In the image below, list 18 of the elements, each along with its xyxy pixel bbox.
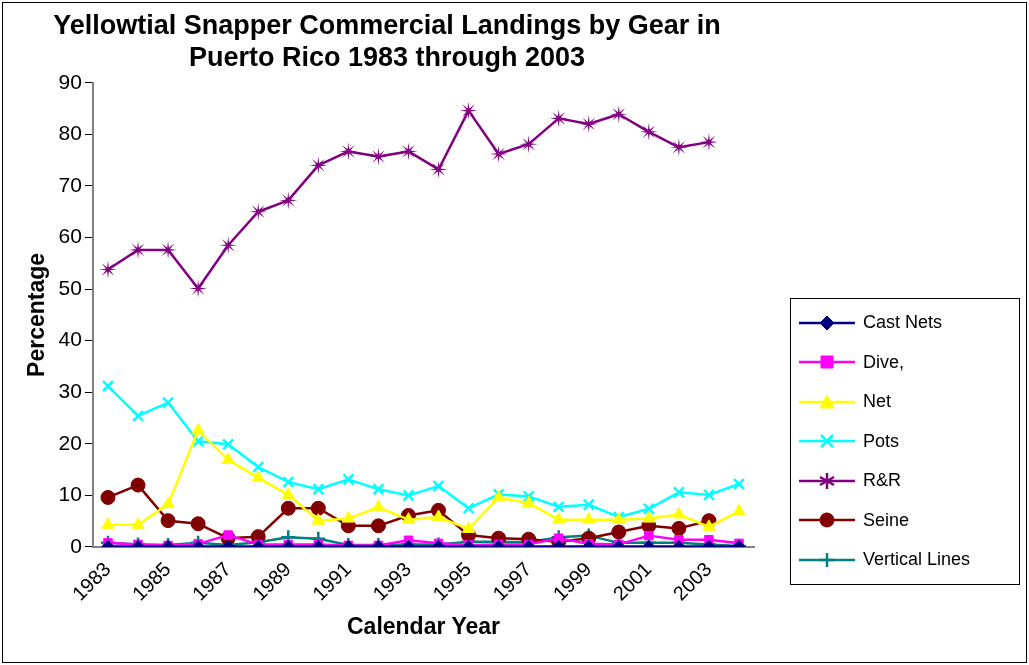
legend-label: Dive, <box>863 351 905 373</box>
legend-label: R&R <box>863 470 902 492</box>
legend-label: Seine <box>863 509 910 531</box>
x-axis-title: Calendar Year <box>346 612 501 639</box>
y-tick-label: 10 <box>58 482 82 506</box>
legend-label: Pots <box>863 430 900 452</box>
y-tick-label: 80 <box>58 121 82 145</box>
y-tick-label: 50 <box>58 275 82 299</box>
y-tick-label: 0 <box>70 533 82 557</box>
y-tick-label: 70 <box>58 172 82 196</box>
y-tick-label: 30 <box>58 379 82 403</box>
y-tick-label: 20 <box>58 430 82 454</box>
legend-label: Vertical Lines <box>863 549 971 571</box>
y-tick-label: 60 <box>58 224 82 248</box>
y-axis-title: Percentage <box>23 252 50 377</box>
y-tick-label: 40 <box>58 327 82 351</box>
legend-label: Cast Nets <box>863 312 943 334</box>
legend-label: Net <box>863 391 892 413</box>
